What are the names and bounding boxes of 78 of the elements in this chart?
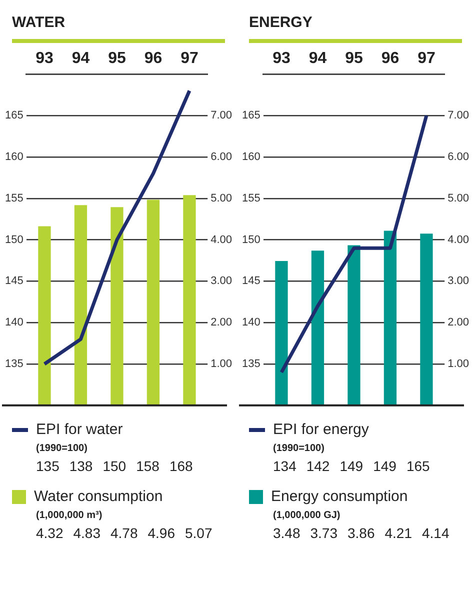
bar bbox=[348, 245, 360, 406]
data-label: 168 bbox=[169, 458, 193, 474]
y-tick-label: 155 bbox=[242, 192, 260, 204]
text: (1990=100) bbox=[36, 443, 88, 454]
y2-tick-label: 7.00 bbox=[448, 110, 470, 122]
y-tick-label: 160 bbox=[4, 151, 24, 164]
data-label: 4.21 bbox=[384, 525, 412, 541]
data-label: 149 bbox=[373, 458, 396, 474]
legend-label: Energy consumption bbox=[271, 488, 408, 505]
legend-label: EPI for energy bbox=[273, 421, 369, 438]
data-label: 165 bbox=[406, 458, 430, 474]
bar bbox=[420, 234, 433, 406]
legend-label: EPI for water bbox=[36, 421, 123, 438]
y-tick-label: 135 bbox=[242, 358, 260, 370]
bar bbox=[183, 195, 196, 406]
y-tick-label: 140 bbox=[242, 316, 260, 329]
data-label: 150 bbox=[102, 458, 126, 474]
y-tick-label: 160 bbox=[242, 151, 260, 164]
bar bbox=[110, 207, 124, 406]
x-tick-label: 96 bbox=[381, 50, 400, 68]
bar bbox=[311, 250, 324, 406]
y2-tick-label: 7.00 bbox=[210, 110, 232, 122]
x-tick-label: 93 bbox=[36, 50, 54, 68]
y-tick-label: 165 bbox=[4, 110, 24, 122]
y-tick-label: 155 bbox=[4, 192, 24, 204]
x-tick-label: 95 bbox=[345, 50, 363, 68]
y2-tick-label: 2.00 bbox=[210, 316, 232, 329]
y2-tick-label: 5.00 bbox=[210, 192, 232, 204]
y-tick-label: 150 bbox=[4, 234, 24, 246]
data-label: 134 bbox=[273, 458, 296, 474]
data-label: 4.32 bbox=[36, 525, 64, 541]
y-tick-label: 140 bbox=[4, 316, 24, 329]
y2-tick-label: 1.00 bbox=[210, 358, 232, 370]
y2-tick-label: 1.00 bbox=[448, 358, 470, 370]
data-label: 4.96 bbox=[148, 525, 175, 541]
y2-tick-label: 6.00 bbox=[210, 151, 232, 164]
data-label: 4.83 bbox=[73, 525, 100, 541]
text: (1,000,000 GJ) bbox=[273, 510, 342, 521]
y2-tick-label: 4.00 bbox=[448, 234, 470, 246]
bar bbox=[384, 230, 397, 406]
chart-title: ENERGY bbox=[249, 14, 462, 43]
y-tick-label: 135 bbox=[4, 358, 24, 370]
y-tick-label: 145 bbox=[242, 275, 260, 288]
x-tick-label: 95 bbox=[108, 50, 126, 68]
text: (1990=100) bbox=[273, 443, 326, 454]
bar bbox=[74, 205, 88, 406]
y2-tick-label: 3.00 bbox=[210, 275, 232, 288]
data-label: 4.14 bbox=[422, 525, 450, 541]
y2-tick-label: 5.00 bbox=[448, 192, 470, 204]
data-label: 142 bbox=[306, 458, 330, 474]
data-label: 4.78 bbox=[110, 525, 138, 541]
x-tick-label: 94 bbox=[72, 50, 90, 68]
data-label: 158 bbox=[136, 458, 160, 474]
x-tick-label: 96 bbox=[144, 50, 162, 68]
y2-tick-label: 3.00 bbox=[448, 275, 470, 288]
data-label: 3.86 bbox=[348, 525, 375, 541]
chart-title: WATER bbox=[12, 14, 225, 43]
x-tick-label: 94 bbox=[308, 50, 327, 68]
data-label: 138 bbox=[69, 458, 93, 474]
data-label: 5.07 bbox=[185, 525, 212, 541]
x-tick-label: 97 bbox=[180, 50, 198, 68]
y-tick-label: 150 bbox=[242, 234, 260, 246]
text: (1,000,000 m³) bbox=[36, 510, 104, 521]
bar bbox=[275, 261, 288, 406]
data-label: 3.48 bbox=[273, 525, 300, 541]
data-label: 3.73 bbox=[310, 525, 338, 541]
legend-label: Water consumption bbox=[34, 488, 163, 505]
data-label: 149 bbox=[340, 458, 364, 474]
y2-tick-label: 4.00 bbox=[210, 234, 232, 246]
bar bbox=[38, 226, 51, 406]
x-tick-label: 93 bbox=[272, 50, 290, 68]
x-tick-label: 97 bbox=[418, 50, 436, 68]
y-tick-label: 145 bbox=[4, 275, 24, 288]
bar bbox=[146, 200, 160, 406]
y2-tick-label: 2.00 bbox=[448, 316, 470, 329]
data-label: 135 bbox=[36, 458, 60, 474]
y2-tick-label: 6.00 bbox=[448, 151, 470, 164]
y-tick-label: 165 bbox=[242, 110, 260, 122]
